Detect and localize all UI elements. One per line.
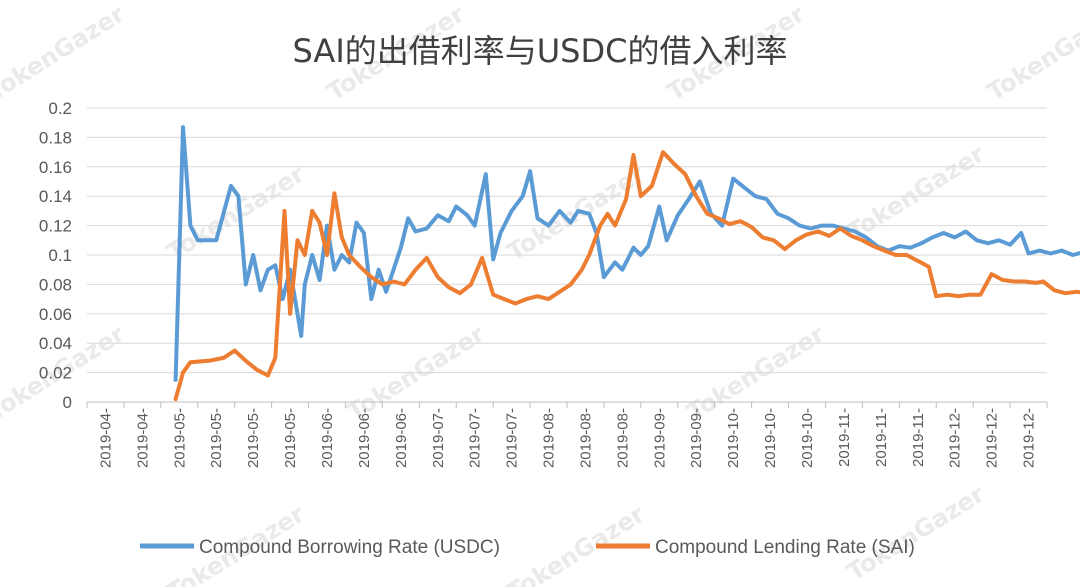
legend-label: Compound Borrowing Rate (USDC) <box>199 537 500 558</box>
legend-label: Compound Lending Rate (SAI) <box>655 537 915 558</box>
y-tick-label: 0.16 <box>39 158 72 177</box>
x-tick-label: 2019-04- <box>97 408 114 468</box>
watermark-text: TokenGazer <box>982 0 1080 107</box>
y-tick-label: 0 <box>63 393 72 412</box>
x-axis: 2019-04- 2019-04- 2019-05- 2019-05- 2019-05-… <box>86 402 1048 468</box>
y-tick-label: 0.14 <box>39 187 72 206</box>
series-lines <box>173 125 1080 402</box>
x-tick-label: 2019-05- <box>282 408 299 468</box>
x-tick-label: 2019-11- <box>873 408 890 467</box>
x-tick-label: 2019-04- <box>134 408 151 468</box>
x-tick-label: 2019-11- <box>910 408 927 467</box>
x-tick-label: 2019-10- <box>762 408 779 468</box>
x-tick-label: 2019-06- <box>356 408 373 468</box>
x-tick-label: 2019-05- <box>171 408 188 468</box>
y-tick-label: 0.12 <box>39 217 72 236</box>
x-tick-label: 2019-06- <box>393 408 410 468</box>
watermark-text: TokenGazer <box>842 480 990 587</box>
x-tick-label: 2019-08- <box>614 408 631 468</box>
x-tick-label: 2019-08- <box>577 408 594 468</box>
x-tick-label: 2019-07- <box>504 408 521 468</box>
x-tick-label: 2019-12- <box>984 408 1001 468</box>
x-tick-label: 2019-09- <box>688 408 705 468</box>
y-tick-label: 0.18 <box>39 128 72 147</box>
x-tick-label: 2019-06- <box>319 408 336 468</box>
x-tick-label: 2019-11- <box>836 408 853 467</box>
y-tick-label: 0.2 <box>48 99 72 118</box>
y-tick-label: 0.08 <box>39 275 72 294</box>
x-tick-label: 2019-12- <box>1021 408 1038 468</box>
chart-title: SAI的出借利率与USDC的借入利率 <box>293 32 788 70</box>
series-line-sai-lending <box>173 150 1080 402</box>
y-axis-tick-labels: 0 0.02 0.04 0.06 0.08 0.1 0.12 0.14 0.16 0.18 0.2 <box>39 99 72 412</box>
watermark-text: TokenGazer <box>502 500 650 587</box>
x-tick-label: 2019-10- <box>799 408 816 468</box>
y-tick-label: 0.02 <box>39 364 72 383</box>
x-tick-label: 2019-05- <box>245 408 262 468</box>
series-line-usdc-borrowing <box>173 125 1080 382</box>
y-tick-label: 0.1 <box>48 246 72 265</box>
legend-item-sai-lending: Compound Lending Rate (SAI) <box>596 537 915 558</box>
x-tick-label: 2019-05- <box>208 408 225 468</box>
x-tick-label: 2019-09- <box>651 408 668 468</box>
x-tick-label: 2019-12- <box>947 408 964 468</box>
watermark-text: TokenGazer <box>0 0 130 107</box>
x-tick-label: 2019-07- <box>467 408 484 468</box>
y-tick-label: 0.06 <box>39 305 72 324</box>
gridlines <box>87 107 1047 403</box>
y-tick-label: 0.04 <box>39 334 72 353</box>
x-tick-label: 2019-08- <box>541 408 558 468</box>
legend: Compound Borrowing Rate (USDC) Compound L… <box>140 537 915 558</box>
legend-item-usdc-borrowing: Compound Borrowing Rate (USDC) <box>140 537 500 558</box>
x-tick-label: 2019-07- <box>430 408 447 468</box>
x-tick-label: 2019-10- <box>725 408 742 468</box>
